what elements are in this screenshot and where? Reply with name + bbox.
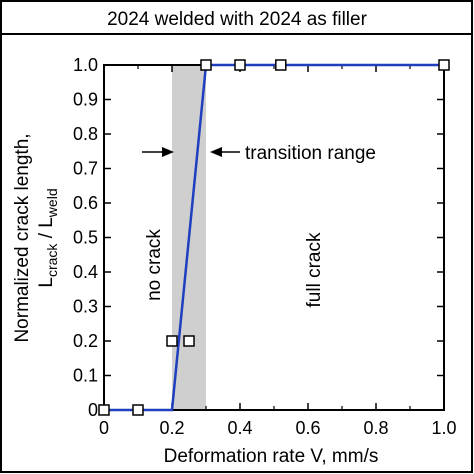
data-point (166, 335, 178, 347)
y-tick-label: 0.8 (73, 124, 98, 144)
chart-title: 2024 welded with 2024 as filler (107, 9, 368, 30)
x-tick-label: 0.4 (227, 418, 252, 438)
series-markers (98, 59, 450, 416)
x-tick-label: 0.8 (363, 418, 388, 438)
data-point (234, 59, 246, 71)
y-label-main: L (36, 277, 57, 288)
data-point (438, 59, 450, 71)
y-tick-label: 0.4 (73, 262, 98, 282)
data-point (183, 335, 195, 347)
y-axis-title-line1: Normalized crack length, (12, 133, 33, 342)
y-tick-label: 0.2 (73, 331, 98, 351)
y-label-sub-weld: weld (44, 188, 60, 218)
y-label-sub-crack: crack (44, 243, 60, 277)
y-tick-label: 0.6 (73, 193, 98, 213)
x-axis-title: Deformation rate V, mm/s (164, 446, 379, 467)
y-label-separator: / L (36, 217, 57, 243)
y-axis: 0 0.1 0.2 0.3 0.4 0.5 0.6 0.7 0.8 0.9 1.0 (73, 55, 444, 420)
no-crack-label: no crack (144, 229, 165, 301)
y-tick-label: 0.7 (73, 159, 98, 179)
right-arrow-head (210, 147, 222, 157)
y-tick-label: 0.3 (73, 297, 98, 317)
data-point (132, 404, 144, 416)
x-tick-label: 0.2 (159, 418, 184, 438)
transition-label: transition range (245, 143, 376, 164)
x-tick-label: 0 (99, 418, 109, 438)
data-point (200, 59, 212, 71)
x-tick-label: 1.0 (431, 418, 456, 438)
full-crack-label: full crack (304, 232, 325, 307)
y-tick-label: 0.1 (73, 366, 98, 386)
data-point (275, 59, 287, 71)
data-point (98, 404, 110, 416)
y-axis-title: Normalized crack length, Lcrack / Lweld (12, 133, 60, 342)
y-tick-label: 1.0 (73, 55, 98, 75)
y-tick-label: 0.9 (73, 90, 98, 110)
left-arrow-head (162, 147, 174, 157)
y-tick-label: 0.5 (73, 228, 98, 248)
transition-annotation: transition range (142, 143, 376, 164)
y-axis-title-line2: Lcrack / Lweld (36, 188, 60, 287)
x-tick-label: 0.6 (295, 418, 320, 438)
y-tick-label: 0 (88, 400, 98, 420)
